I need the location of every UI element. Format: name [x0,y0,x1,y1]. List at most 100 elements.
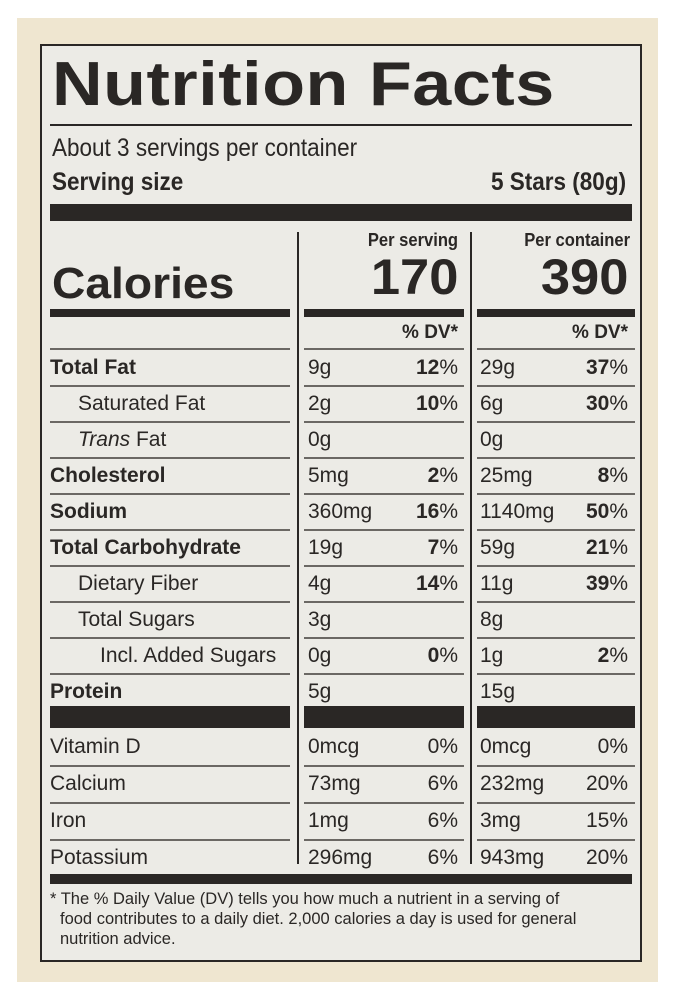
thick-rule-top [50,204,632,221]
row-separator [477,529,635,531]
container-amount: 232mg [480,772,545,795]
container-amount: 943mg [480,846,545,869]
row-separator [477,839,635,841]
servings-per-container: About 3 servings per container [52,134,358,162]
serving-dv: 6% [427,772,458,795]
footnote-line-3: nutrition advice. [60,930,176,948]
serving-amount: 4g [308,572,332,595]
row-separator [50,802,290,804]
row-separator [477,565,635,567]
serving-dv: 10% [415,392,458,415]
row-separator [304,765,464,767]
nutrient-name: Total Fat [50,356,136,379]
row-separator [304,839,464,841]
vitamin-bar-3 [477,706,635,728]
row-separator [50,765,290,767]
serving-dv: 14% [415,572,458,595]
container-dv: 2% [597,644,628,667]
serving-amount: 296mg [308,846,373,869]
column-divider-1 [297,232,299,864]
container-amount: 0g [480,428,504,451]
container-dv: 50% [585,500,628,523]
serving-size-label: Serving size [52,168,184,196]
row-separator [304,348,464,350]
row-separator [50,637,290,639]
row-separator [50,421,290,423]
container-dv: 21% [585,536,628,559]
container-dv: 20% [585,846,628,869]
row-separator [477,348,635,350]
thick-rule-bottom [50,874,632,884]
serving-amount: 2g [308,392,332,415]
row-separator [304,637,464,639]
nutrient-name: Dietary Fiber [78,572,199,595]
row-separator [304,385,464,387]
serving-amount: 5mg [308,464,349,487]
calories-label: Calories [52,259,235,308]
serving-amount: 0g [308,644,332,667]
serving-amount: 0g [308,428,332,451]
calories-per-serving: 170 [370,249,458,305]
daily-value-footnote: * The % Daily Value (DV) tells you how m… [50,889,640,949]
row-separator [304,529,464,531]
calories-per-container: 390 [540,249,628,305]
row-separator [304,601,464,603]
row-separator [50,673,290,675]
row-separator [304,421,464,423]
container-dv: 30% [585,392,628,415]
serving-dv: 0% [427,735,458,758]
nutrient-row: Trans Fat 0g 0g [42,422,640,459]
row-separator [50,565,290,567]
container-amount: 59g [480,536,516,559]
container-amount: 3mg [480,809,521,832]
row-separator [477,802,635,804]
serving-amount: 9g [308,356,332,379]
row-separator [304,802,464,804]
calories-rule-1 [50,309,290,317]
nutrient-row: Total Carbohydrate 19g 7% 59g 21% [42,530,640,567]
title-rule [50,124,632,126]
serving-dv: 16% [415,500,458,523]
container-dv: 39% [585,572,628,595]
row-separator [477,457,635,459]
container-amount: 1g [480,644,504,667]
container-amount: 15g [480,680,516,703]
vitamin-row: Potassium 296mg 6% 943mg 20% [42,840,640,876]
container-dv: 37% [585,356,628,379]
nutrient-row: Dietary Fiber 4g 14% 11g 39% [42,566,640,603]
row-separator [477,493,635,495]
row-separator [477,601,635,603]
serving-amount: 360mg [308,500,373,523]
nutrient-row: Protein 5g 15g [42,674,640,710]
vitamin-row: Iron 1mg 6% 3mg 15% [42,803,640,841]
vitamin-name: Potassium [50,846,149,869]
dv-header-container: % DV* [572,322,628,343]
nutrient-name: Trans Fat [78,428,167,451]
row-separator [50,601,290,603]
vitamin-bar-2 [304,706,464,728]
container-amount: 11g [480,572,514,595]
serving-dv: 12% [415,356,458,379]
nutrient-name: Saturated Fat [78,392,206,415]
footnote-line-2: food contributes to a daily diet. 2,000 … [60,910,577,928]
container-dv: 8% [597,464,628,487]
row-separator [304,493,464,495]
calories-rule-2 [304,309,464,317]
nutrient-row: Cholesterol 5mg 2% 25mg 8% [42,458,640,495]
serving-amount: 3g [308,608,332,631]
row-separator [477,765,635,767]
container-amount: 6g [480,392,504,415]
row-separator [477,385,635,387]
container-amount: 29g [480,356,516,379]
nutrient-name: Protein [50,680,123,703]
vitamin-bar-1 [50,706,290,728]
nutrient-row: Total Sugars 3g 8g [42,602,640,639]
calories-rule-3 [477,309,635,317]
column-divider-2 [470,232,472,864]
serving-amount: 19g [308,536,344,559]
serving-dv: 6% [427,846,458,869]
nutrient-name: Cholesterol [50,464,166,487]
row-separator [50,385,290,387]
vitamin-row: Vitamin D 0mcg 0% 0mcg 0% [42,729,640,767]
container-amount: 1140mg [480,500,555,523]
